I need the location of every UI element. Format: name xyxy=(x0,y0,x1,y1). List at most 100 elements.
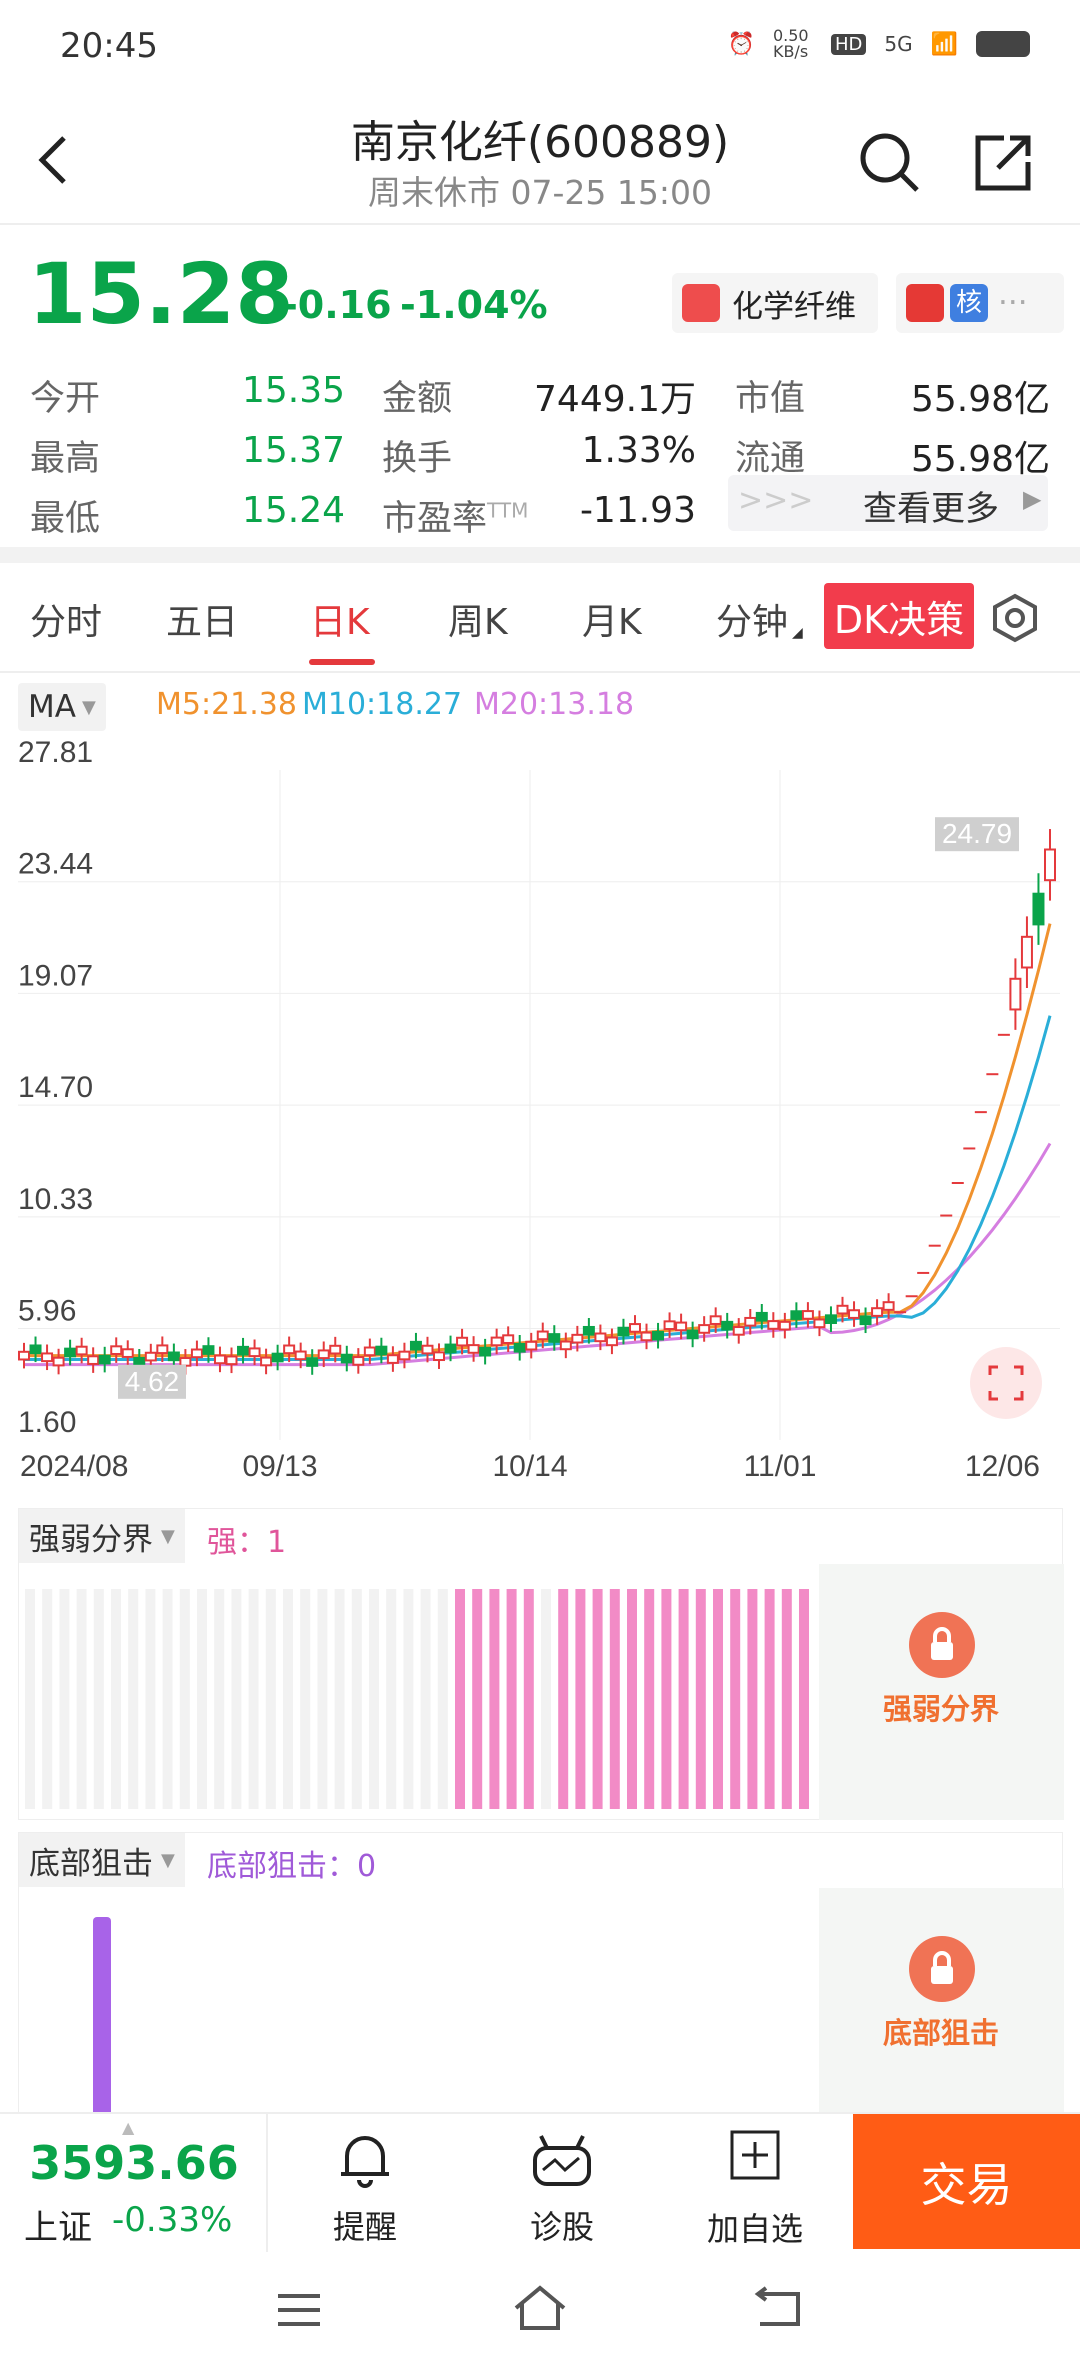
home-icon[interactable] xyxy=(510,2282,570,2334)
see-more-arrows: >>> xyxy=(738,483,814,518)
high-label-bg xyxy=(935,817,1019,852)
pe-label: 市盈率 xyxy=(382,499,488,539)
candle xyxy=(605,1336,618,1347)
stat-value: 55.98亿 xyxy=(910,439,1050,480)
up-caret-icon: ▲ xyxy=(122,2118,135,2137)
core-tag[interactable]: 核 ··· xyxy=(896,273,1064,333)
bottom-toolbar: ▲ 3593.66 上证 -0.33% 提醒 诊股 加自选 交易 xyxy=(0,2112,1080,2254)
back-nav-icon[interactable] xyxy=(750,2284,806,2332)
candle xyxy=(617,1326,630,1337)
strength-bar xyxy=(661,1589,672,1809)
settings-icon[interactable] xyxy=(990,593,1040,643)
candle xyxy=(1044,848,1056,882)
sector-tag[interactable]: 化学纤维 xyxy=(672,273,878,333)
strength-bar xyxy=(764,1589,775,1809)
trade-button[interactable]: 交易 xyxy=(853,2114,1080,2249)
candle xyxy=(87,1355,100,1365)
y-tick-label: 23.44 xyxy=(18,848,93,881)
search-icon[interactable] xyxy=(855,128,925,198)
see-more-label: 查看更多 xyxy=(863,489,999,529)
strength-selector[interactable]: 强弱分界 ▼ xyxy=(19,1509,185,1563)
diagnose-button[interactable]: 诊股 xyxy=(497,2114,627,2254)
sector-icon xyxy=(682,284,720,322)
tab-monthly-k[interactable]: 月K xyxy=(582,602,642,643)
indicator-selector-label: MA xyxy=(28,689,76,725)
tab-intraday[interactable]: 分时 xyxy=(30,602,103,643)
locked-label: 强弱分界 xyxy=(882,1692,999,1726)
ma10-value: M10:18.27 xyxy=(302,687,463,722)
kline-chart[interactable]: MA ▼ M5:21.38 M10:18.27 M20:13.18 27.81 2… xyxy=(0,673,1080,1510)
x-tick-label: 11/01 xyxy=(744,1450,817,1483)
tab-minute[interactable]: 分钟 xyxy=(716,602,789,643)
candle xyxy=(213,1354,226,1365)
minute-dropdown-icon: ◢ xyxy=(792,625,803,641)
strength-bar xyxy=(300,1589,311,1809)
stat-value: 15.24 xyxy=(241,490,345,531)
candle xyxy=(859,1315,872,1326)
bottom-snipe-selector-label: 底部狙击 xyxy=(29,1845,153,1882)
stat-label: 今开 xyxy=(30,379,101,419)
candle xyxy=(698,1324,711,1334)
dk-decision-button[interactable]: DK决策 xyxy=(824,583,974,649)
tab-weekly-k[interactable]: 周K xyxy=(448,602,508,643)
tab-daily-k[interactable]: 日K xyxy=(310,602,370,643)
tab-five-day[interactable]: 五日 xyxy=(166,602,239,643)
index-value: 3593.66 xyxy=(29,2136,239,2190)
candle xyxy=(156,1344,169,1355)
see-more-button[interactable]: >>> 查看更多 ▶ xyxy=(728,475,1048,531)
strength-bar xyxy=(575,1589,586,1809)
pe-sup: TTM xyxy=(487,498,529,523)
index-name: 上证 xyxy=(24,2208,92,2248)
locked-overlay[interactable]: 底部狙击 xyxy=(819,1888,1064,2113)
candle xyxy=(755,1311,768,1322)
ma5-value: M5:21.38 xyxy=(156,687,297,722)
high-label: 24.79 xyxy=(942,818,1012,849)
strength-bar xyxy=(644,1589,655,1809)
candle xyxy=(824,1314,837,1324)
fullscreen-icon[interactable] xyxy=(970,1347,1042,1419)
strength-bar xyxy=(541,1589,551,1809)
bottom-snipe-selector[interactable]: 底部狙击 ▼ xyxy=(19,1833,185,1887)
strength-bar xyxy=(558,1589,569,1809)
share-icon[interactable] xyxy=(968,128,1038,198)
sector-tag-label: 化学纤维 xyxy=(732,288,856,325)
strength-bar xyxy=(713,1589,723,1809)
candle xyxy=(882,1301,895,1311)
strength-bar xyxy=(214,1589,225,1809)
strength-bar xyxy=(781,1589,792,1809)
strength-bar xyxy=(403,1589,414,1809)
locked-overlay[interactable]: 强弱分界 xyxy=(819,1564,1064,1820)
candle xyxy=(64,1347,77,1358)
candle xyxy=(444,1343,457,1354)
candle xyxy=(675,1321,688,1332)
candle xyxy=(1032,892,1045,926)
candle xyxy=(663,1320,676,1331)
ma20-line xyxy=(24,1142,1052,1367)
low-label-bg xyxy=(118,1364,186,1399)
fullscreen-icon-glyph xyxy=(988,1365,1024,1401)
diagnose-label: 诊股 xyxy=(529,2208,594,2246)
candle xyxy=(409,1340,422,1351)
candle xyxy=(525,1340,538,1351)
candle xyxy=(144,1351,157,1362)
candle xyxy=(41,1352,54,1363)
strength-bar xyxy=(627,1589,637,1809)
y-tick-label: 14.70 xyxy=(18,1071,93,1104)
candle xyxy=(640,1331,653,1342)
net-speed: 0.50 KB/s xyxy=(772,26,809,61)
active-tab-indicator xyxy=(309,659,375,665)
back-icon[interactable] xyxy=(28,130,78,190)
status-time: 20:45 xyxy=(60,26,158,66)
index-ticker[interactable]: ▲ 3593.66 上证 -0.33% xyxy=(0,2114,268,2254)
candle xyxy=(202,1345,215,1355)
strength-bar xyxy=(42,1589,53,1809)
candle xyxy=(167,1351,180,1362)
strength-bar xyxy=(730,1589,741,1809)
remind-button[interactable]: 提醒 xyxy=(300,2114,430,2254)
stat-value: -11.93 xyxy=(579,490,696,531)
candle xyxy=(571,1333,584,1344)
add-watchlist-button[interactable]: 加自选 xyxy=(690,2114,820,2254)
indicator-selector[interactable]: MA ▼ xyxy=(18,683,106,731)
menu-icon[interactable] xyxy=(274,2288,324,2332)
strength-bar xyxy=(93,1589,104,1809)
